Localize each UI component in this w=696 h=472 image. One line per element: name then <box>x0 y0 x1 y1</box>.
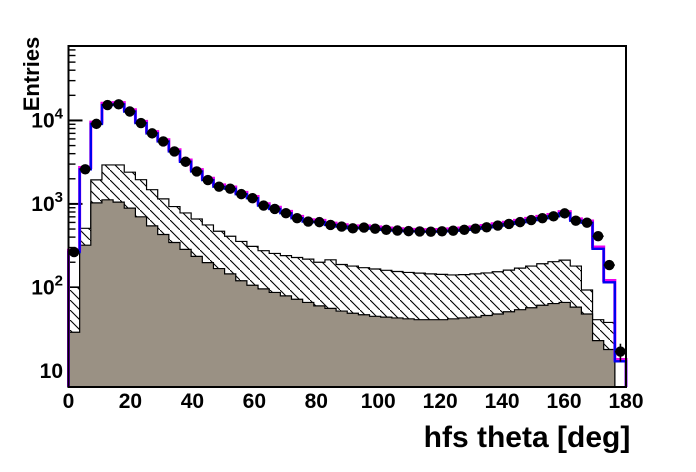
data-marker <box>269 203 280 215</box>
data-marker <box>503 218 515 230</box>
data-marker <box>224 183 236 194</box>
x-axis-title: hfs theta [deg] <box>424 421 631 454</box>
data-marker <box>548 211 559 222</box>
data-marker <box>258 200 269 211</box>
data-marker <box>470 223 481 234</box>
data-marker <box>80 164 91 175</box>
data-marker <box>280 207 292 219</box>
data-marker <box>180 156 191 167</box>
y-axis-title: Entries <box>19 37 44 112</box>
data-marker <box>291 212 303 224</box>
data-marker <box>236 188 247 200</box>
data-marker <box>615 346 626 357</box>
data-marker <box>492 220 503 231</box>
data-marker <box>191 166 202 177</box>
data-points <box>68 99 626 362</box>
data-marker <box>403 225 414 237</box>
data-marker <box>559 208 570 219</box>
data-marker <box>113 99 124 110</box>
y-tick-label: 10 <box>40 360 63 383</box>
x-tick-label: 0 <box>63 390 75 413</box>
background-solid-histogram <box>67 199 626 388</box>
data-marker <box>68 246 80 258</box>
data-marker <box>381 224 392 235</box>
data-marker <box>514 216 526 228</box>
data-marker <box>537 212 548 224</box>
data-marker <box>91 118 102 130</box>
data-marker <box>481 222 492 233</box>
data-marker <box>369 223 381 234</box>
data-marker <box>202 174 214 186</box>
x-tick-label: 120 <box>423 390 458 413</box>
data-marker <box>158 136 169 147</box>
data-marker <box>247 193 258 204</box>
x-tick-label: 20 <box>119 390 142 413</box>
data-marker <box>425 226 437 237</box>
data-marker <box>124 106 136 117</box>
x-tick-label: 40 <box>181 390 204 413</box>
x-tick-label: 140 <box>485 390 520 413</box>
x-tick-label: 80 <box>305 390 328 413</box>
data-marker <box>526 214 537 226</box>
data-marker <box>347 223 359 234</box>
x-tick-label: 60 <box>243 390 266 413</box>
x-tick-label: 180 <box>608 390 643 413</box>
y-tick-label: 103 <box>31 189 63 216</box>
x-tick-label: 100 <box>361 390 396 413</box>
data-marker <box>414 226 425 237</box>
data-marker <box>570 215 582 226</box>
data-marker <box>604 259 615 271</box>
data-marker <box>592 231 604 242</box>
data-marker <box>581 217 593 228</box>
data-marker <box>146 128 158 139</box>
data-marker <box>213 181 225 192</box>
data-marker <box>436 226 448 237</box>
data-marker <box>325 219 336 231</box>
data-marker <box>336 221 347 232</box>
x-tick-label: 160 <box>547 390 582 413</box>
data-marker <box>303 216 314 227</box>
data-marker <box>314 216 325 228</box>
data-marker <box>447 225 459 236</box>
y-tick-label: 102 <box>31 272 63 299</box>
y-tick-label: 104 <box>31 105 63 132</box>
data-marker <box>135 117 147 129</box>
data-marker <box>459 224 470 235</box>
data-marker <box>169 146 180 157</box>
data-marker <box>392 225 403 236</box>
chart-area: 0 20 40 60 80 100 120 140 160 180 10 102 103 104 <box>31 45 644 413</box>
data-marker <box>358 222 370 233</box>
plot-frame <box>67 45 627 388</box>
data-marker <box>102 99 113 111</box>
